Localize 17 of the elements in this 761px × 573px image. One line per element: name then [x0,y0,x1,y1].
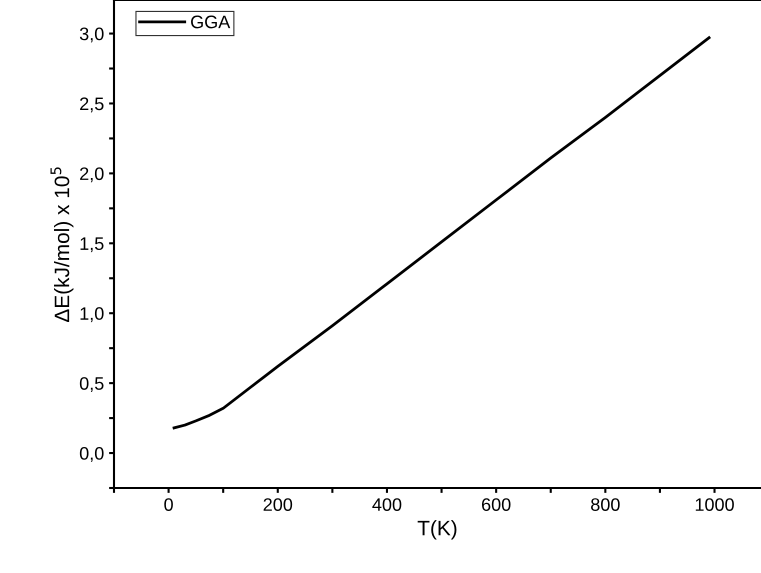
y-tick-label: 1,0 [80,307,104,322]
x-axis-title: T(K) [418,520,456,540]
y-tick-label: 0,0 [80,446,104,462]
y-tick-label: 0,5 [80,377,104,392]
x-tick-label: 1000 [696,498,734,511]
legend-label: GGA [191,16,230,28]
x-tick-label: 200 [264,498,292,511]
y-axis-title: ΔE(kJ/mol) x 10$^{5}$ [50,167,74,322]
x-tick-label: 0 [164,498,173,511]
y-tick-label: 2,0 [80,167,104,182]
line-series [172,36,710,430]
y-tick-label: 1,5 [80,237,104,252]
x-tick-label: 800 [591,498,620,511]
x-tick-label: 600 [482,498,511,511]
y-tick-label: 3,0 [80,27,104,42]
x-tick-label: 400 [372,498,402,511]
y-tick-label: 2,5 [80,97,104,112]
